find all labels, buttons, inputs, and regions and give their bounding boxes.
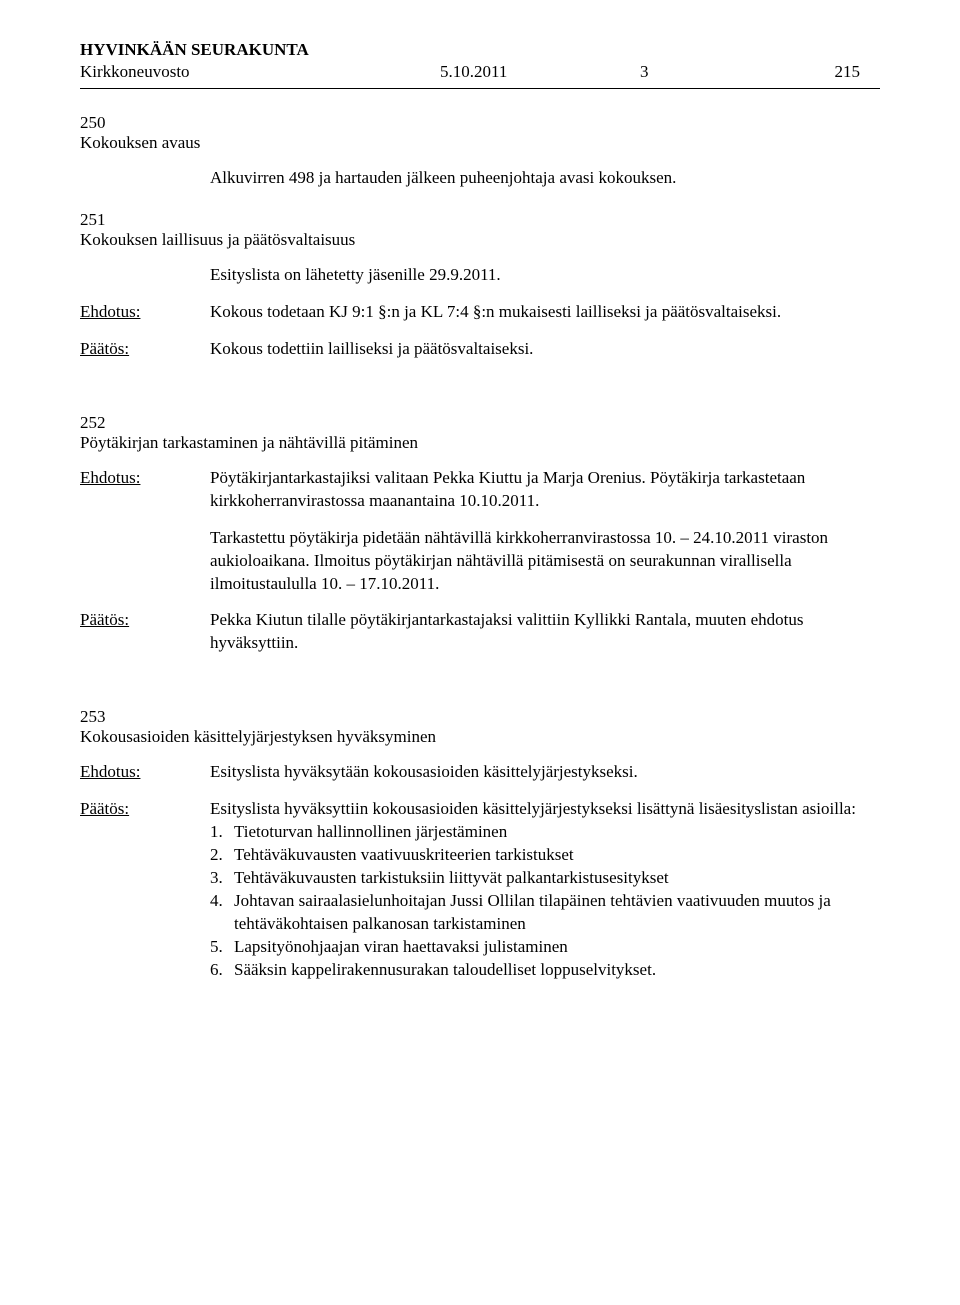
section-253-paatos: Esityslista hyväksyttiin kokousasioiden … (210, 798, 880, 982)
list-text: Lapsityönohjaajan viran haettavaksi juli… (234, 936, 880, 959)
section-252-ehdotus: Pöytäkirjantarkastajiksi valitaan Pekka … (210, 467, 880, 596)
list-num: 4. (210, 890, 234, 936)
meeting-date: 5.10.2011 (440, 62, 640, 82)
section-252-paatos-row: Päätös: Pekka Kiutun tilalle pöytäkirjan… (80, 609, 880, 655)
list-text: Johtavan sairaalasielunhoitajan Jussi Ol… (234, 890, 880, 936)
section-251-num: 251 (80, 210, 880, 230)
list-text: Sääksin kappelirakennusurakan taloudelli… (234, 959, 880, 982)
section-252-ehdotus-row: Ehdotus: Pöytäkirjantarkastajiksi valita… (80, 467, 880, 596)
section-251-paatos: Kokous todettiin lailliseksi ja päätösva… (210, 338, 880, 361)
section-252-ehdotus-p2: Tarkastettu pöytäkirja pidetään nähtävil… (210, 527, 880, 596)
list-item: 4. Johtavan sairaalasielunhoitajan Jussi… (210, 890, 880, 936)
section-253-ehdotus: Esityslista hyväksytään kokousasioiden k… (210, 761, 880, 784)
section-251-ehdotus-row: Ehdotus: Kokous todetaan KJ 9:1 §:n ja K… (80, 301, 880, 324)
paatos-label: Päätös: (80, 338, 210, 361)
list-text: Tietoturvan hallinnollinen järjestäminen (234, 821, 880, 844)
org-name: HYVINKÄÄN SEURAKUNTA (80, 40, 880, 60)
section-250-title: Kokouksen avaus (80, 133, 880, 153)
paatos-label: Päätös: (80, 609, 210, 655)
header-divider (80, 88, 880, 89)
section-252-num: 252 (80, 413, 880, 433)
header-meta-row: Kirkkoneuvosto 5.10.2011 3 215 (80, 62, 880, 82)
section-251-title: Kokouksen laillisuus ja päätösvaltaisuus (80, 230, 880, 250)
list-num: 3. (210, 867, 234, 890)
spacer (210, 513, 880, 527)
section-252-paatos: Pekka Kiutun tilalle pöytäkirjantarkasta… (210, 609, 880, 655)
list-num: 6. (210, 959, 234, 982)
list-num: 1. (210, 821, 234, 844)
page-right-number: 215 (740, 62, 880, 82)
list-item: 1. Tietoturvan hallinnollinen järjestämi… (210, 821, 880, 844)
section-253-paatos-row: Päätös: Esityslista hyväksyttiin kokousa… (80, 798, 880, 982)
section-253-paatos-intro: Esityslista hyväksyttiin kokousasioiden … (210, 798, 880, 821)
list-num: 2. (210, 844, 234, 867)
section-252-ehdotus-p1: Pöytäkirjantarkastajiksi valitaan Pekka … (210, 467, 880, 513)
page-number: 3 (640, 62, 740, 82)
list-item: 3. Tehtäväkuvausten tarkistuksiin liitty… (210, 867, 880, 890)
ehdotus-label: Ehdotus: (80, 467, 210, 596)
list-num: 5. (210, 936, 234, 959)
section-253-ehdotus-row: Ehdotus: Esityslista hyväksytään kokousa… (80, 761, 880, 784)
section-251-paatos-row: Päätös: Kokous todettiin lailliseksi ja … (80, 338, 880, 361)
spacer (80, 375, 880, 393)
list-item: 5. Lapsityönohjaajan viran haettavaksi j… (210, 936, 880, 959)
section-251-text: Esityslista on lähetetty jäsenille 29.9.… (210, 264, 880, 287)
page-container: HYVINKÄÄN SEURAKUNTA Kirkkoneuvosto 5.10… (0, 0, 960, 1305)
ehdotus-label: Ehdotus: (80, 761, 210, 784)
paatos-label: Päätös: (80, 798, 210, 982)
section-250-text: Alkuvirren 498 ja hartauden jälkeen puhe… (210, 167, 880, 190)
list-text: Tehtäväkuvausten tarkistuksiin liittyvät… (234, 867, 880, 890)
section-250-num: 250 (80, 113, 880, 133)
list-text: Tehtäväkuvausten vaativuuskriteerien tar… (234, 844, 880, 867)
section-252-title: Pöytäkirjan tarkastaminen ja nähtävillä … (80, 433, 880, 453)
ehdotus-label: Ehdotus: (80, 301, 210, 324)
section-253-num: 253 (80, 707, 880, 727)
list-item: 6. Sääksin kappelirakennusurakan taloude… (210, 959, 880, 982)
section-251-ehdotus: Kokous todetaan KJ 9:1 §:n ja KL 7:4 §:n… (210, 301, 880, 324)
spacer (80, 669, 880, 687)
body-name: Kirkkoneuvosto (80, 62, 440, 82)
section-253-title: Kokousasioiden käsittelyjärjestyksen hyv… (80, 727, 880, 747)
list-item: 2. Tehtäväkuvausten vaativuuskriteerien … (210, 844, 880, 867)
